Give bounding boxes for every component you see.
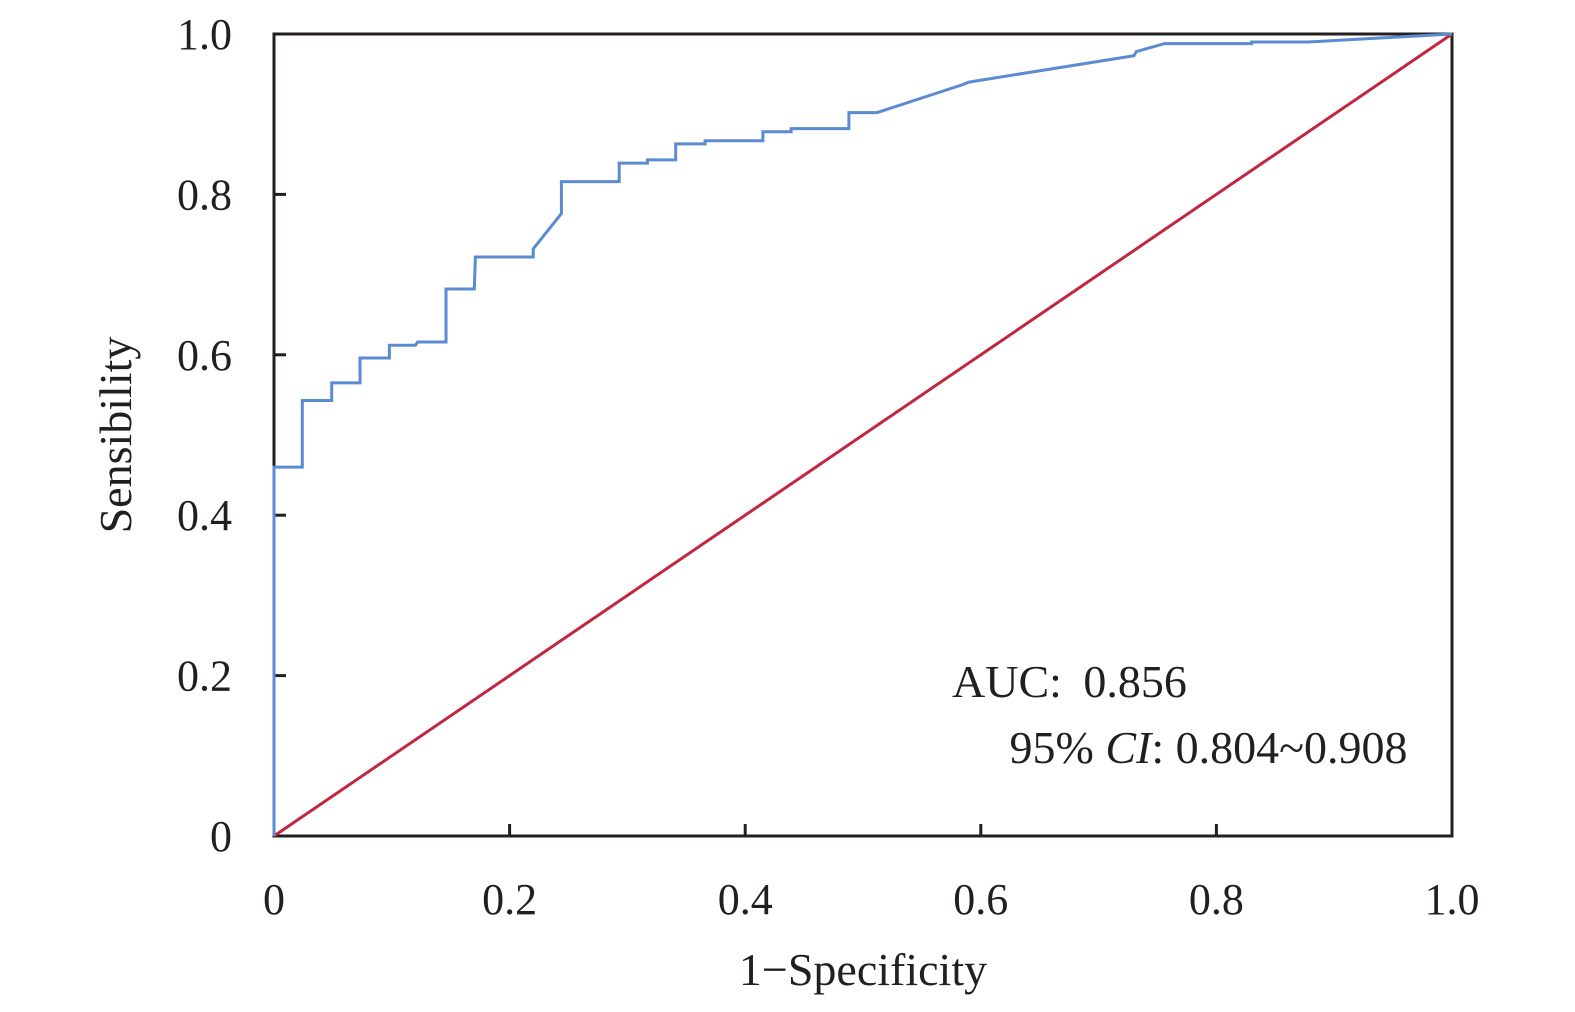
x-tick-label: 1.0 (1425, 875, 1480, 924)
x-tick-label: 0.6 (953, 875, 1008, 924)
ci-label: CI (1105, 722, 1154, 773)
auc-label: AUC: (952, 656, 1062, 707)
y-axis-title: Sensibility (90, 337, 141, 534)
plot-frame (272, 32, 1454, 838)
y-tick-label: 0.2 (177, 652, 232, 701)
y-tick-label: 0.6 (177, 331, 232, 380)
series-layer (272, 32, 1453, 838)
ci-annotation: 95% CI: 0.804~0.908 (952, 722, 1442, 773)
x-axis-title: 1−Specificity (739, 944, 987, 995)
y-tick-label: 0.8 (177, 170, 232, 219)
x-tick-label: 0.8 (1189, 875, 1244, 924)
roc-curve-line (272, 32, 1453, 836)
y-axis-ticks: 0 0.2 0.4 0.6 0.8 1.0 (177, 10, 286, 861)
x-tick-label: 0 (263, 875, 285, 924)
auc-annotation: AUC: 0.856 (952, 656, 1187, 707)
y-tick-label: 0 (210, 812, 232, 861)
reference-diagonal-line (273, 32, 1453, 838)
auc-value: 0.856 (1083, 656, 1187, 707)
x-tick-label: 0.2 (482, 875, 537, 924)
x-axis-ticks: 0 0.2 0.4 0.6 0.8 1.0 (263, 824, 1480, 924)
y-tick-label: 0.4 (177, 491, 232, 540)
x-tick-label: 0.4 (718, 875, 773, 924)
ci-prefix: 95% (1010, 722, 1106, 773)
y-tick-label: 1.0 (177, 10, 232, 59)
ci-value: : 0.804~0.908 (1151, 722, 1407, 773)
